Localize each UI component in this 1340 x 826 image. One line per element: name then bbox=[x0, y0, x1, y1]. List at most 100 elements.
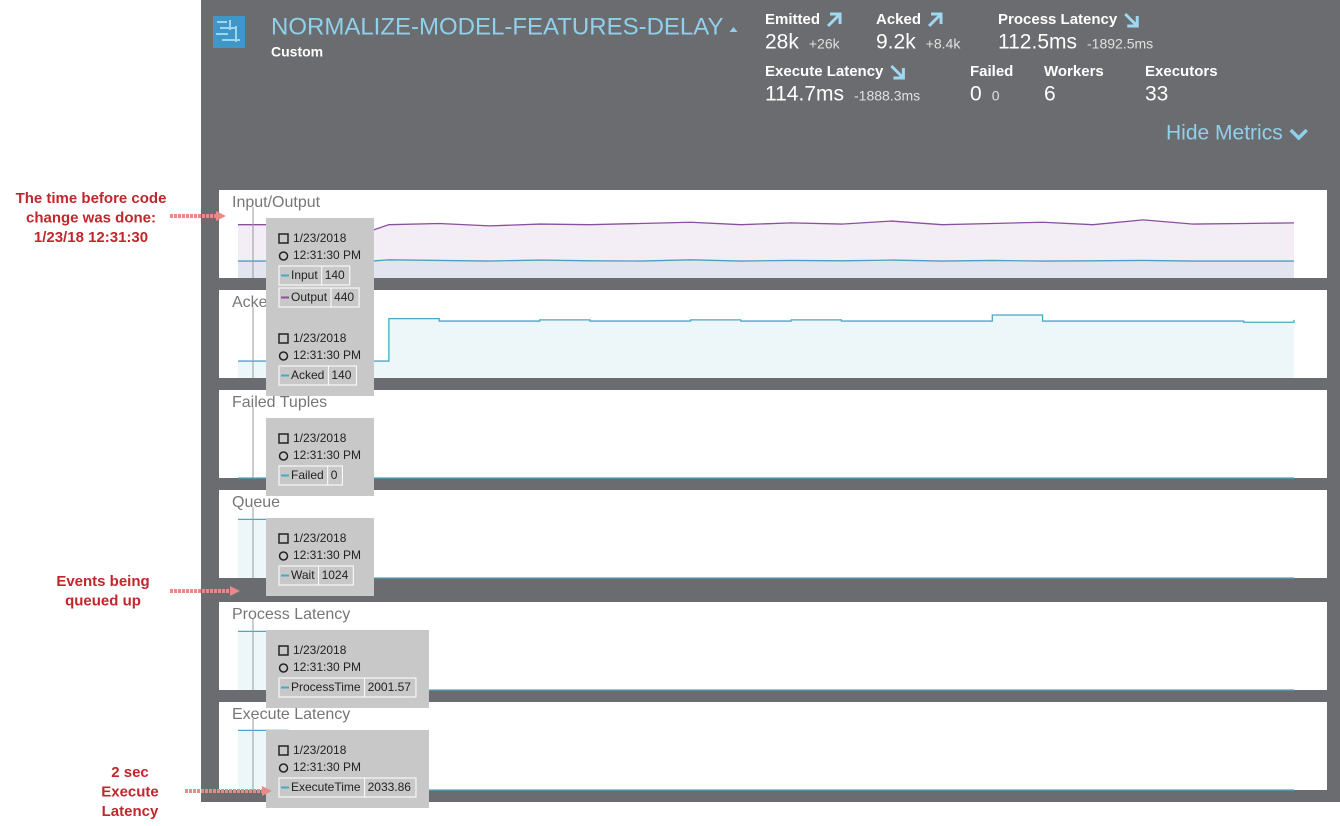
tooltip-date: 1/23/2018 bbox=[293, 531, 347, 545]
tooltip-row bbox=[278, 365, 357, 386]
tooltip: 1/23/2018 12:31:30 PM Wait 1024 bbox=[266, 518, 374, 596]
legend-name: Acked bbox=[291, 368, 324, 382]
calendar-icon bbox=[278, 745, 289, 756]
chart-panel bbox=[219, 290, 1327, 378]
tooltip-value: 140 bbox=[325, 268, 345, 282]
series-area bbox=[238, 259, 1294, 278]
chart-panel bbox=[219, 490, 1327, 578]
tooltip-row bbox=[278, 465, 343, 486]
legend-name: Input bbox=[291, 268, 318, 282]
legend-name: Output bbox=[291, 290, 328, 304]
series-line bbox=[238, 518, 1294, 579]
tooltip-time: 12:31:30 PM bbox=[293, 448, 361, 462]
metric-delta: +8.4k bbox=[926, 36, 962, 52]
clock-icon bbox=[278, 551, 289, 561]
tooltip-value: 2033.86 bbox=[368, 780, 412, 794]
topology-title[interactable]: NORMALIZE-MODEL-FEATURES-DELAY bbox=[271, 13, 724, 40]
metric-label: Emitted bbox=[765, 11, 820, 28]
series-line bbox=[238, 259, 1294, 265]
tooltip-row bbox=[278, 677, 417, 698]
clock-icon bbox=[278, 351, 289, 361]
series-line bbox=[238, 314, 1295, 362]
tooltip-value: 140 bbox=[331, 368, 351, 382]
metric-value: 28k bbox=[765, 31, 799, 54]
metric-value: 33 bbox=[1145, 83, 1168, 106]
tooltip-date: 1/23/2018 bbox=[293, 331, 347, 345]
annotation-text: 2 sec bbox=[111, 764, 149, 781]
metric-label: Executors bbox=[1145, 63, 1218, 80]
calendar-icon bbox=[278, 645, 289, 656]
legend-name: Failed bbox=[291, 468, 324, 482]
panel-title: Input/Output bbox=[232, 194, 321, 211]
topology-type: Custom bbox=[271, 44, 323, 60]
calendar-icon bbox=[278, 533, 289, 544]
tooltip-time: 12:31:30 PM bbox=[293, 660, 361, 674]
annotation-arrowhead bbox=[230, 586, 240, 596]
legend-name: ExecuteTime bbox=[291, 780, 361, 794]
series-line bbox=[238, 219, 1295, 243]
metric-value: 0 bbox=[970, 83, 982, 106]
logo bbox=[213, 16, 245, 48]
panel-title: Failed Tuples bbox=[232, 394, 327, 411]
metric-value: 6 bbox=[1044, 83, 1056, 106]
calendar-icon bbox=[278, 433, 289, 444]
hide-metrics[interactable]: Hide Metrics bbox=[1166, 122, 1283, 145]
metric-delta: 0 bbox=[992, 88, 1000, 104]
clock-icon bbox=[278, 763, 289, 773]
caret bbox=[729, 27, 738, 32]
annotation-text: Execute bbox=[101, 783, 159, 800]
panel-title: Queue bbox=[232, 494, 280, 511]
trend-arrow bbox=[890, 64, 905, 80]
trend-arrow bbox=[826, 12, 842, 28]
clock-icon bbox=[278, 451, 289, 461]
metric-delta: +26k bbox=[809, 36, 841, 52]
tooltip-time: 12:31:30 PM bbox=[293, 348, 361, 362]
annotation-text: 1/23/18 12:31:30 bbox=[34, 229, 148, 246]
tooltip-box bbox=[266, 518, 374, 596]
tooltip-date: 1/23/2018 bbox=[293, 743, 347, 757]
tooltip-time: 12:31:30 PM bbox=[293, 760, 361, 774]
annotation-text: Events being bbox=[56, 573, 149, 590]
chart-panel bbox=[219, 190, 1327, 278]
tooltip: 1/23/2018 12:31:30 PM ProcessTime 2001.57 bbox=[266, 630, 429, 708]
annotation-arrowhead bbox=[216, 211, 226, 221]
metric-value: 9.2k bbox=[876, 31, 916, 54]
annotation-text: The time before code bbox=[16, 190, 167, 207]
tooltip-value: 2001.57 bbox=[368, 680, 412, 694]
tooltip-value: 440 bbox=[334, 290, 354, 304]
chevron[interactable] bbox=[1289, 128, 1308, 141]
series-area bbox=[238, 315, 1294, 378]
tooltip-time: 12:31:30 PM bbox=[293, 548, 361, 562]
tooltip: 1/23/2018 12:31:30 PM Input 140 Output 440 bbox=[266, 218, 374, 318]
trend-arrow bbox=[927, 12, 943, 28]
annotation-text: queued up bbox=[65, 592, 141, 609]
metric-label: Process Latency bbox=[998, 11, 1118, 28]
tooltip-date: 1/23/2018 bbox=[293, 231, 347, 245]
metric-label: Failed bbox=[970, 63, 1013, 80]
metric-label: Execute Latency bbox=[765, 63, 884, 80]
metric-value: 112.5ms bbox=[998, 31, 1077, 54]
tooltip-row bbox=[278, 777, 417, 798]
metric-label: Acked bbox=[876, 11, 921, 28]
clock-icon bbox=[278, 663, 289, 673]
tooltip-row bbox=[278, 265, 351, 286]
metric-delta: -1888.3ms bbox=[854, 88, 920, 104]
tooltip-row bbox=[278, 565, 354, 586]
tooltip: 1/23/2018 12:31:30 PM Acked 140 bbox=[266, 318, 374, 396]
legend-name: ProcessTime bbox=[291, 680, 361, 694]
annotation-text: Latency bbox=[102, 803, 159, 820]
annotation-text: change was done: bbox=[26, 209, 156, 226]
calendar-icon bbox=[278, 333, 289, 344]
calendar-icon bbox=[278, 233, 289, 244]
tooltip-value: 0 bbox=[331, 468, 338, 482]
metric-delta: -1892.5ms bbox=[1087, 36, 1153, 52]
metric-value: 114.7ms bbox=[765, 83, 844, 106]
tooltip-box bbox=[266, 630, 429, 708]
panel-title: Process Latency bbox=[232, 606, 350, 623]
tooltip: 1/23/2018 12:31:30 PM Failed 0 bbox=[266, 418, 374, 496]
trend-arrow bbox=[1124, 12, 1139, 28]
annotation-arrowhead bbox=[262, 786, 272, 796]
tooltip: 1/23/2018 12:31:30 PM ExecuteTime 2033.86 bbox=[266, 730, 429, 808]
